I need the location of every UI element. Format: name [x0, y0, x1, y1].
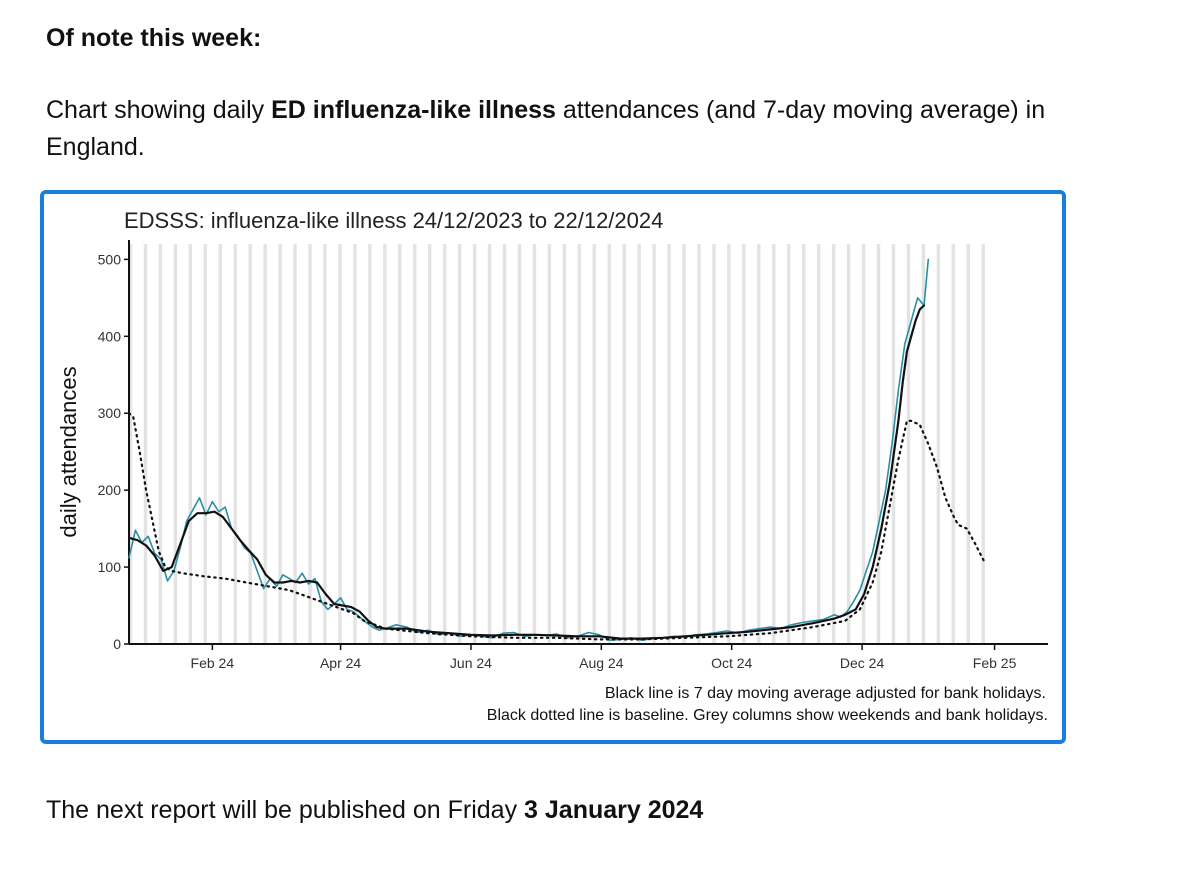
y-tick-label: 0: [113, 636, 121, 652]
x-tick-label: Jun 24: [450, 655, 492, 671]
weekend-column: [966, 244, 970, 644]
weekend-column: [143, 244, 148, 644]
weekend-column: [772, 244, 776, 644]
weekend-column: [787, 244, 791, 644]
weekend-column: [383, 244, 387, 644]
weekend-column: [203, 244, 208, 644]
weekend-column: [442, 244, 447, 644]
weekend-column: [128, 244, 133, 644]
weekend-column: [981, 244, 985, 644]
x-tick-label: Apr 24: [320, 655, 361, 671]
weekend-column: [293, 244, 297, 644]
weekend-column: [757, 244, 761, 644]
x-axis: Feb 24 Apr 24 Jun 24 Aug 24 Oct 24 Dec 24 Feb …: [129, 643, 1048, 671]
y-tick-label: 400: [98, 328, 122, 344]
weekend-column: [951, 244, 956, 644]
footer-date: 3 January 2024: [524, 796, 704, 824]
weekend-column: [802, 244, 806, 644]
chart-note-moving-average: Black line is 7 day moving average adjus…: [605, 685, 1046, 702]
weekend-column: [502, 244, 507, 644]
weekend-column: [413, 244, 417, 644]
y-axis: 0 100 200 300 400 500: [98, 240, 130, 652]
weekend-column: [308, 244, 312, 644]
weekend-column: [457, 244, 462, 644]
intro-text-end: attendances (and 7-day moving average) i…: [46, 96, 1046, 161]
weekend-column: [353, 244, 357, 644]
weekend-column: [592, 244, 596, 644]
weekend-column: [532, 244, 537, 644]
weekend-column: [697, 244, 701, 644]
weekend-column: [891, 244, 896, 644]
weekend-column: [248, 244, 252, 644]
weekend-column: [831, 244, 836, 644]
weekend-column: [173, 244, 178, 644]
y-axis-label: daily attendances: [56, 366, 81, 537]
y-tick-label: 200: [98, 482, 122, 498]
chart-title: EDSSS: influenza-like illness 24/12/2023…: [124, 208, 663, 233]
weekend-column: [338, 244, 342, 644]
weekend-column: [906, 244, 911, 644]
weekend-column: [218, 244, 222, 644]
weekend-column: [637, 244, 641, 644]
weekend-column: [936, 244, 941, 644]
weekend-column: [472, 244, 477, 644]
x-tick-label: Feb 24: [191, 655, 235, 671]
moving-average-line: [127, 304, 926, 640]
y-tick-label: 300: [98, 405, 122, 421]
intro-highlight: ED influenza-like illness: [271, 96, 556, 124]
weekend-column: [158, 244, 163, 644]
weekend-column: [368, 244, 372, 644]
section-heading: Of note this week:: [46, 24, 262, 52]
chart-description: Chart showing daily ED influenza-like il…: [46, 92, 1046, 166]
weekend-column: [577, 244, 582, 644]
weekend-column: [278, 244, 282, 644]
weekend-column: [263, 244, 267, 644]
footer-text: The next report will be published on Fri…: [46, 796, 525, 824]
weekend-column: [188, 244, 193, 644]
next-report-note: The next report will be published on Fri…: [46, 796, 703, 825]
series-layer: [127, 258, 986, 642]
weekend-column: [816, 244, 821, 644]
weekend-column: [517, 244, 522, 644]
x-tick-label: Feb 25: [973, 655, 1017, 671]
weekend-column: [562, 244, 567, 644]
x-tick-label: Oct 24: [711, 655, 752, 671]
ili-line-chart: EDSSS: influenza-like illness 24/12/2023…: [56, 208, 1048, 724]
weekend-column: [861, 244, 866, 644]
weekend-columns: [128, 244, 985, 644]
weekend-column: [607, 244, 611, 644]
baseline-line: [127, 412, 986, 641]
weekend-column: [233, 244, 237, 644]
weekend-column: [487, 244, 492, 644]
weekend-column: [846, 244, 851, 644]
weekend-column: [323, 244, 327, 644]
x-tick-label: Aug 24: [579, 655, 624, 671]
intro-text-start: Chart showing daily: [46, 96, 272, 124]
y-tick-label: 100: [98, 559, 122, 575]
weekend-column: [547, 244, 552, 644]
weekend-column: [712, 244, 716, 644]
weekend-column: [682, 244, 686, 644]
weekend-column: [427, 244, 432, 644]
weekend-column: [876, 244, 881, 644]
y-tick-label: 500: [98, 251, 122, 267]
weekend-column: [727, 244, 731, 644]
chart-note-baseline: Black dotted line is baseline. Grey colu…: [487, 707, 1048, 724]
chart-frame: EDSSS: influenza-like illness 24/12/2023…: [40, 190, 1066, 744]
x-tick-label: Dec 24: [840, 655, 885, 671]
weekend-column: [742, 244, 746, 644]
weekend-column: [622, 244, 626, 644]
weekend-column: [667, 244, 671, 644]
weekend-column: [398, 244, 402, 644]
weekend-column: [652, 244, 656, 644]
weekend-column: [921, 244, 926, 644]
